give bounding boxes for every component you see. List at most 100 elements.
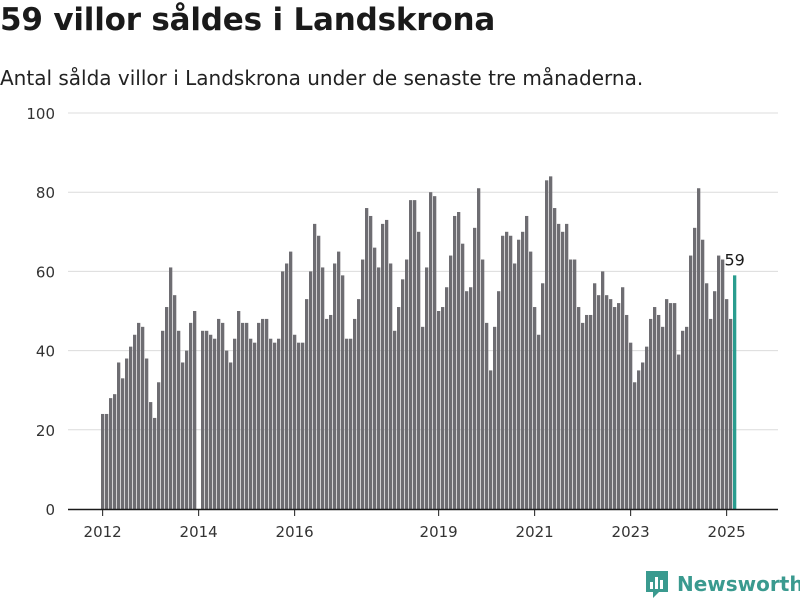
- bar: [701, 239, 705, 509]
- bar: [129, 346, 133, 509]
- bar: [265, 318, 269, 509]
- bar: [337, 251, 341, 509]
- bar: [521, 231, 525, 510]
- bar: [681, 330, 685, 509]
- bar: [429, 192, 433, 509]
- bar: [589, 314, 593, 509]
- bar: [105, 413, 109, 509]
- bar: [513, 263, 517, 509]
- bar: [441, 307, 445, 509]
- bar: [421, 326, 425, 509]
- bar: [425, 267, 429, 509]
- bar: [173, 295, 177, 509]
- bar: [625, 314, 629, 509]
- bar: [365, 208, 369, 510]
- bar: [577, 307, 581, 509]
- y-tick-label: 100: [26, 105, 55, 123]
- bar: [269, 338, 273, 509]
- bar: [669, 303, 673, 509]
- bar: [549, 176, 553, 510]
- bar: [557, 223, 561, 509]
- bar: [453, 215, 457, 509]
- y-tick-label: 40: [36, 343, 55, 361]
- bar: [369, 215, 373, 509]
- bar: [257, 322, 261, 509]
- bar: [109, 398, 113, 509]
- bar: [201, 330, 205, 509]
- bar: [297, 342, 301, 509]
- bar: [449, 255, 453, 509]
- bar: [729, 318, 733, 509]
- bar: [317, 235, 321, 509]
- y-axis-ticks: 0 20 40 60 80 100: [26, 105, 55, 519]
- bar: [457, 212, 461, 509]
- bar: [673, 303, 677, 509]
- bar: [489, 370, 493, 509]
- bar: [353, 318, 357, 509]
- bar: [417, 231, 421, 510]
- bar: [281, 271, 285, 509]
- bar: [409, 200, 413, 509]
- bar: [293, 334, 297, 509]
- bar: [325, 318, 329, 509]
- bar: [609, 299, 613, 509]
- bar: [661, 326, 665, 509]
- x-tick-label: 2014: [180, 523, 218, 541]
- bar: [545, 180, 549, 509]
- bar: [241, 322, 245, 509]
- bar: [725, 299, 729, 509]
- bar: [649, 318, 653, 509]
- bar: [233, 338, 237, 509]
- brand-logo: Newsworthy: [644, 568, 800, 600]
- bar: [633, 382, 637, 509]
- bar: [225, 350, 229, 509]
- x-tick-label: 2019: [420, 523, 458, 541]
- bar: [285, 263, 289, 509]
- bar: [101, 413, 105, 509]
- bar: [349, 338, 353, 509]
- bar: [601, 271, 605, 509]
- bar: [629, 342, 633, 509]
- x-tick-label: 2012: [84, 523, 122, 541]
- bar: [509, 235, 513, 509]
- bar: [553, 208, 557, 510]
- x-axis-ticks: 2012 2014 2016 2019 2021 2023 2025: [84, 509, 746, 541]
- y-tick-label: 20: [36, 422, 55, 440]
- bar: [329, 314, 333, 509]
- bar: [413, 200, 417, 509]
- bar: [405, 259, 409, 509]
- bar: [125, 358, 129, 509]
- bar: [641, 362, 645, 509]
- bar: [621, 287, 625, 509]
- bar: [321, 267, 325, 509]
- bar: [153, 417, 157, 509]
- newsworthy-logo-icon: [646, 571, 668, 598]
- bar: [433, 196, 437, 509]
- bar: [249, 338, 253, 509]
- bar: [333, 263, 337, 509]
- bar: [377, 267, 381, 509]
- bar: [229, 362, 233, 509]
- bar: [277, 338, 281, 509]
- bar: [605, 295, 609, 509]
- bar: [117, 362, 121, 509]
- bar: [617, 303, 621, 509]
- bars: [101, 176, 737, 510]
- chart-title: 59 villor såldes i Landskrona: [0, 2, 496, 38]
- bar: [517, 239, 521, 509]
- bar: [697, 188, 701, 510]
- bar: [585, 314, 589, 509]
- bar: [709, 318, 713, 509]
- bar: [301, 342, 305, 509]
- bar: [209, 334, 213, 509]
- data-label-latest: 59: [724, 250, 744, 269]
- bar: [685, 326, 689, 509]
- bar: [581, 322, 585, 509]
- bar: [305, 299, 309, 509]
- bar: [145, 358, 149, 509]
- bar: [657, 314, 661, 509]
- bar: [525, 215, 529, 509]
- chart-subtitle: Antal sålda villor i Landskrona under de…: [0, 66, 644, 90]
- bar: [473, 227, 477, 509]
